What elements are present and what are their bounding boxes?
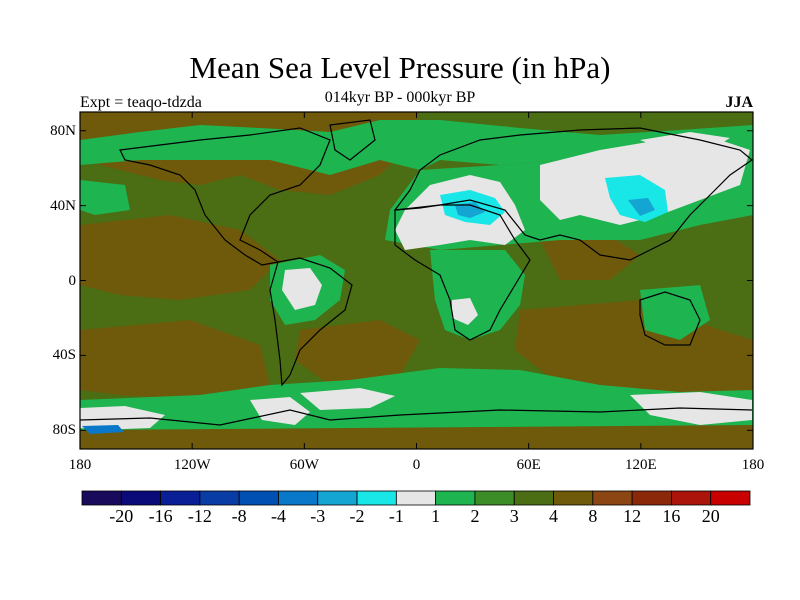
colorbar-swatch-11 [513,490,554,506]
colorbar-swatch-9 [435,490,476,506]
y-tick-label: 40S [52,347,76,364]
x-tick-label: 0 [412,457,421,473]
colorbar-label: 4 [549,506,559,526]
field-region-arctic-white [640,132,730,152]
colorbar-swatch-5 [278,490,319,506]
coast-south-america [269,257,353,387]
coast-australia [639,291,701,346]
colorbar-label: 3 [509,506,519,526]
colorbar-label: -4 [270,506,286,526]
colorbar [81,490,751,506]
field-region-mediterranean-blue [455,202,485,218]
colorbar-label: -20 [109,506,134,526]
field-region-antarctic-white-3 [250,397,310,425]
colorbar-swatch-4 [238,490,279,506]
field-region-antarctic-white-1 [80,406,165,430]
colorbar-swatch-1 [120,490,161,506]
field-region-southern-green [80,368,753,430]
colorbar-swatch-7 [356,490,397,506]
colorbar-label: -12 [187,506,212,526]
colorbar-swatch-12 [553,490,594,506]
coastlines [80,119,753,426]
y-tick-label: 80S [52,422,76,439]
colorbar-swatch-14 [631,490,672,506]
x-tick-label: 180 [68,457,92,473]
field-region-southern-white [300,388,395,410]
field-region-tropical-indian [540,230,640,280]
x-tick-label: 60W [289,457,319,473]
experiment-label: Expt = teaqo-tdzda [80,94,202,111]
plot-subtitle: 014kyr BP - 000kyr BP [324,89,476,106]
x-tick-label: 60E [516,457,541,473]
colorbar-swatch-2 [160,490,201,506]
y-tick-label: 0 [68,272,77,289]
field-region-antarctic-blue [82,425,124,434]
x-tick-label: 120W [173,457,211,473]
colorbar-label: 16 [662,506,681,526]
colorbar-label: -3 [310,506,326,526]
colorbar-label: 8 [588,506,598,526]
coast-europe-asia [393,127,753,261]
colorbar-swatch-15 [671,490,712,506]
colorbar-label: 20 [701,506,720,526]
plot-title: Mean Sea Level Pressure (in hPa) [189,50,611,85]
field-region-south-africa-white [452,298,478,325]
colorbar-swatch-0 [81,490,122,506]
field-region-south-pacific [80,320,270,400]
axis-ticks [79,112,754,449]
colorbar-swatch-13 [592,490,633,506]
colorbar-label: -16 [148,506,173,526]
colorbar-swatch-10 [474,490,515,506]
colorbar-label: 2 [470,506,480,526]
x-tick-label: 180 [741,457,765,473]
field-region-south-atlantic [295,320,420,385]
colorbar-label: 12 [623,506,642,526]
colorbar-label: -1 [388,506,404,526]
y-tick-label: 40N [50,197,76,214]
colorbar-label: -8 [231,506,247,526]
coast-greenland [329,119,376,161]
field-region-asia-blue [628,198,655,216]
field-region-antarctic [80,425,753,449]
field-region-na-green [80,180,130,215]
field-region-tropical-pacific [80,215,280,300]
coast-north-america [119,127,331,266]
coast-africa [394,204,531,341]
colorbar-swatch-6 [317,490,358,506]
y-tick-label: 80N [50,122,76,139]
coast-antarctica [80,407,753,426]
colorbar-swatch-3 [199,490,240,506]
season-label: JJA [725,94,753,111]
map-field [80,112,753,449]
colorbar-label: -2 [349,506,365,526]
field-region-arctic-green [80,120,753,175]
field-region-amazon-white [282,268,322,310]
colorbar-swatch-16 [710,490,751,506]
x-tick-label: 120E [624,457,657,473]
field-region-australia-green [640,285,710,340]
colorbar-swatch-8 [395,490,437,506]
colorbar-label: 1 [431,506,441,526]
